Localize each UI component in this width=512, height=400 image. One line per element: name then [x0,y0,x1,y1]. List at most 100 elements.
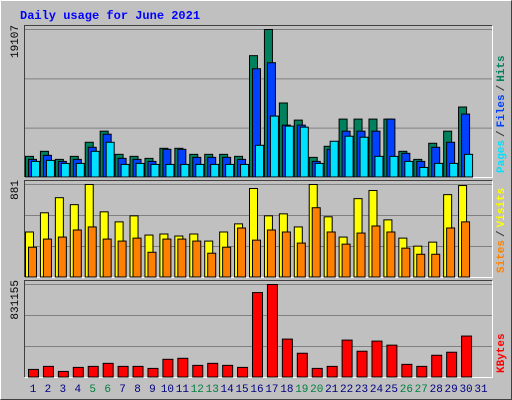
x-tick-label: 13 [206,384,219,396]
x-tick-label: 19 [295,384,308,396]
bar [446,227,456,278]
legend-entry: Hits [496,55,508,81]
bar [207,252,217,278]
bar [371,225,381,278]
x-tick-label: 8 [134,384,141,396]
legend-separator: / [496,230,508,237]
bar [449,162,459,178]
bar [72,229,82,278]
bar [401,247,411,278]
y-tick-label: 831155 [10,280,22,320]
bar [356,350,368,378]
x-tick-label: 28 [430,384,443,396]
x-tick-label: 15 [235,384,248,396]
x-tick-label: 14 [221,384,235,396]
bar [31,160,40,178]
bar [299,126,309,178]
bar [341,339,353,378]
bar [311,367,323,378]
bar [147,367,159,378]
bar [386,231,396,278]
bar [225,163,235,178]
bar [296,352,308,378]
x-tick-label: 23 [355,384,368,396]
bar [117,240,127,278]
bar [386,344,398,378]
bar [359,136,369,178]
bar [192,364,204,378]
bar [222,246,232,278]
legend-entry: Visits [496,188,508,228]
bar [132,365,144,378]
bar [57,236,67,278]
bar [431,253,441,278]
bar [180,163,190,178]
bar [177,238,187,278]
x-tick-label: 30 [459,384,472,396]
bar [42,238,52,278]
x-tick-label: 26 [400,384,413,396]
panel-light [24,280,493,378]
chart-title: Daily usage for June 2021 [20,9,200,23]
x-tick-label: 7 [119,384,126,396]
panel-shade [24,25,493,178]
bar [120,163,130,178]
x-tick-label: 29 [445,384,458,396]
bar [237,227,247,278]
bar [389,155,399,178]
bar [150,163,160,178]
bar [165,163,175,178]
legend: Pages / Files / Hits [496,55,508,173]
x-tick-label: 11 [176,384,190,396]
legend-entry: Files [496,94,508,127]
bar [28,246,37,278]
x-tick-label: 21 [325,384,339,396]
bar [356,232,366,278]
bar [60,162,70,178]
x-tick-label: 12 [191,384,204,396]
panel-shade [24,280,493,378]
bar [177,357,189,378]
bar [446,351,458,378]
bar [464,153,474,178]
bar [416,253,426,278]
bar [419,166,429,178]
x-tick-label: 16 [250,384,263,396]
x-tick-label: 3 [60,384,67,396]
bar [269,115,279,178]
bar [240,163,250,178]
bar [281,338,293,378]
bar [102,362,114,378]
x-tick-label: 25 [385,384,398,396]
x-tick-label: 17 [265,384,278,396]
bar [102,238,112,278]
legend-entry: Sites [496,240,508,273]
x-tick-label: 6 [104,384,111,396]
y-tick-label: 19107 [10,25,22,58]
legend-separator: / [496,84,508,91]
bar [210,163,220,178]
y-tick-label: 881 [10,180,22,200]
bar [371,340,383,378]
bar [195,163,205,178]
bar [135,162,145,178]
bar [45,159,55,178]
bar [461,221,471,278]
bar [341,243,351,278]
legend-entry: KBytes [496,333,508,373]
legend-entry: Pages [496,140,508,173]
x-tick-label: 4 [74,384,81,396]
bar [266,284,278,378]
bar [404,160,414,178]
panel-shade [24,180,493,278]
legend-separator: / [496,130,508,137]
x-tick-label: 10 [161,384,174,396]
bar [162,358,174,378]
x-tick-label: 2 [45,384,52,396]
x-tick-label: 1 [30,384,37,396]
bar [326,365,338,378]
bar [296,242,306,278]
x-tick-label: 27 [415,384,428,396]
